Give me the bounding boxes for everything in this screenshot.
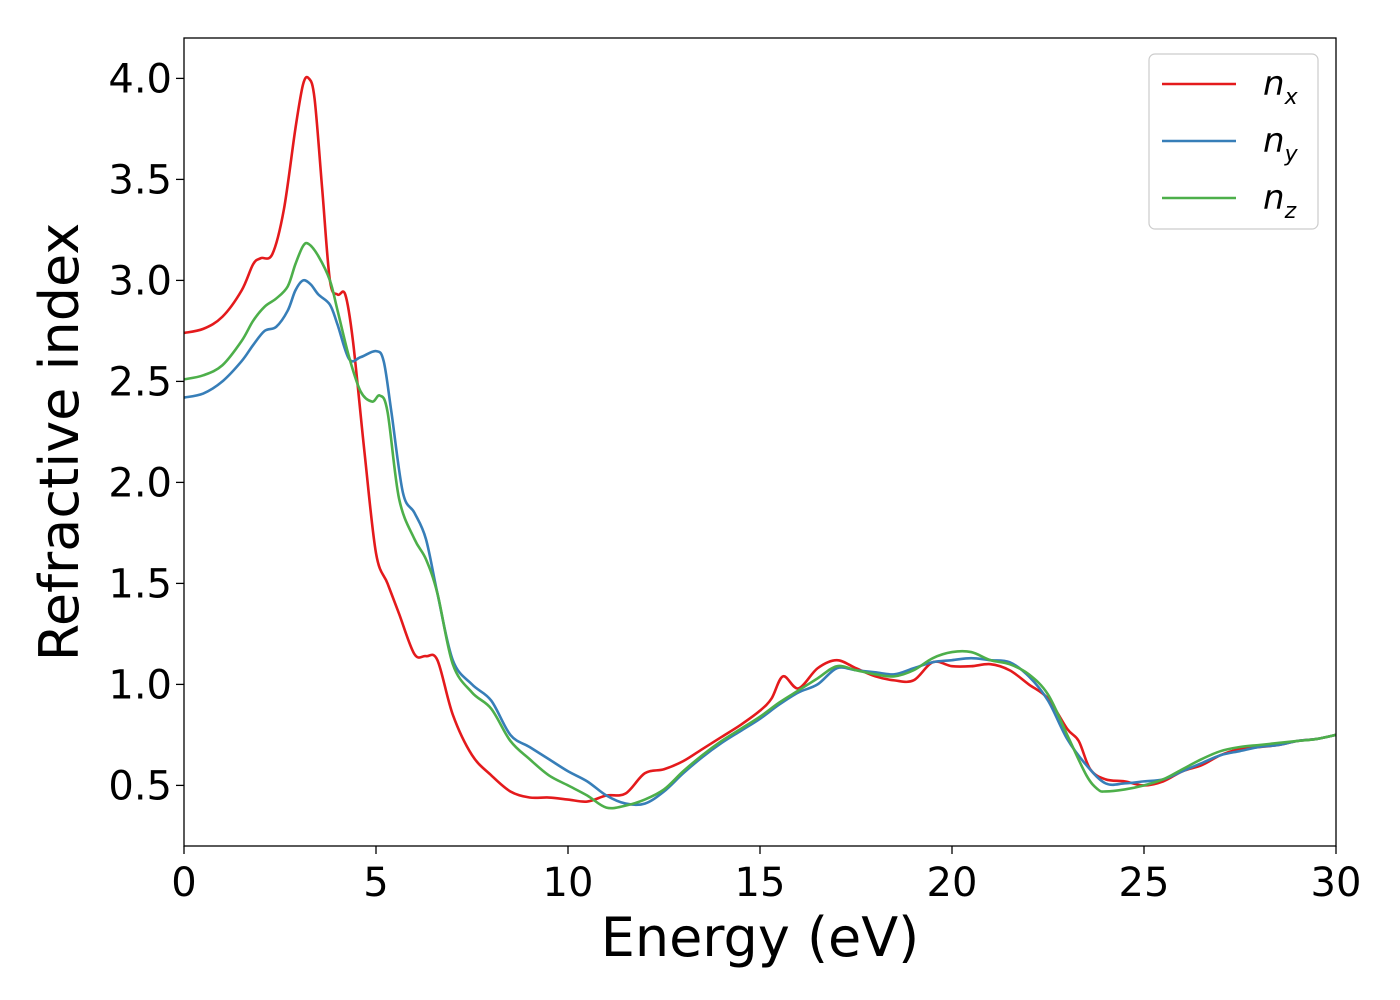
legend-label-z: nz (1263, 178, 1297, 224)
x-tick-label: 10 (543, 860, 594, 906)
x-axis: 0 5 10 15 20 25 30 (171, 846, 1361, 906)
series-line-y (184, 278, 1336, 807)
y-tick-label: 3.5 (108, 157, 172, 203)
y-tick-label: 0.5 (108, 763, 172, 809)
y-tick-label: 1.0 (108, 662, 172, 708)
y-tick-label: 1.5 (108, 561, 172, 607)
y-tick-label: 4.0 (108, 56, 172, 102)
y-axis-label: Refractive index (28, 223, 91, 662)
legend: nx ny nz (1148, 53, 1319, 230)
x-tick-label: 30 (1311, 860, 1362, 906)
legend-label-y: ny (1263, 121, 1299, 167)
series-line-z (184, 241, 1336, 810)
x-tick-label: 15 (735, 860, 786, 906)
series-layer (184, 75, 1336, 810)
x-axis-label: Energy (eV) (601, 906, 920, 969)
x-tick-label: 20 (927, 860, 978, 906)
x-tick-label: 0 (171, 860, 196, 906)
y-axis: 0.5 1.0 1.5 2.0 2.5 3.0 3.5 4.0 (108, 56, 184, 809)
y-tick-label: 2.5 (108, 359, 172, 405)
x-tick-label: 25 (1119, 860, 1170, 906)
x-tick-label: 5 (363, 860, 388, 906)
y-tick-label: 3.0 (108, 258, 172, 304)
series-line-x (184, 75, 1336, 803)
legend-label-x: nx (1263, 64, 1299, 110)
y-tick-label: 2.0 (108, 460, 172, 506)
